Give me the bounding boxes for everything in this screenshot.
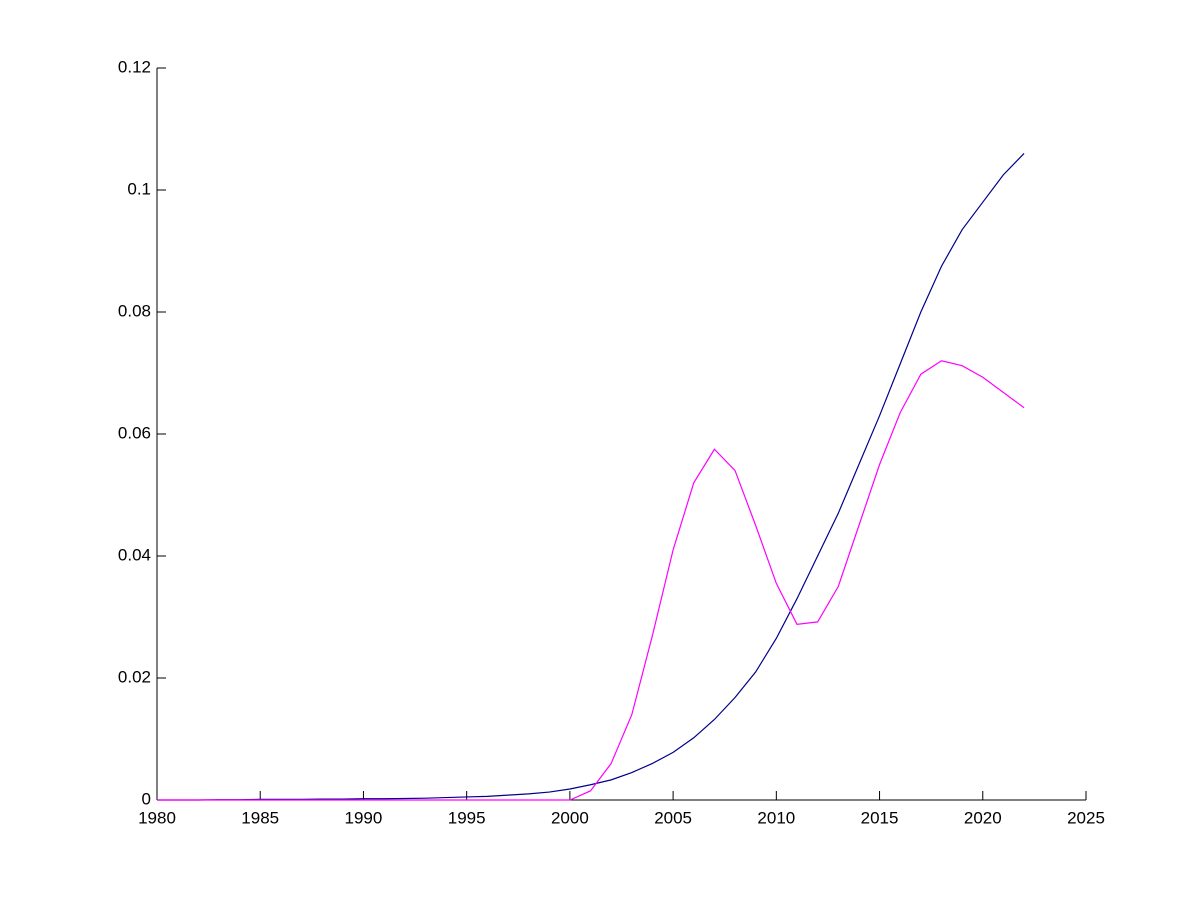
x-tick-label: 1980 (138, 808, 176, 827)
series-line (157, 152, 1025, 801)
y-tick-label: 0.04 (118, 545, 151, 564)
x-tick-label: 2005 (654, 808, 692, 827)
x-tick-label: 2010 (757, 808, 795, 827)
x-tick-label: 1995 (448, 808, 486, 827)
x-tick-label: 2020 (964, 808, 1002, 827)
y-tick-label: 0.02 (118, 667, 151, 686)
y-tick-label: 0.06 (118, 423, 151, 442)
x-tick-label: 2015 (861, 808, 899, 827)
x-tick-label: 2025 (1067, 808, 1105, 827)
y-tick-label: 0.12 (118, 57, 151, 76)
x-tick-label: 1990 (345, 808, 383, 827)
y-tick-label: 0 (142, 789, 151, 808)
series-line (157, 360, 1025, 801)
x-tick-label: 2000 (551, 808, 589, 827)
x-tick-label: 1985 (241, 808, 279, 827)
y-tick-label: 0.1 (127, 179, 151, 198)
y-tick-label: 0.08 (118, 301, 151, 320)
